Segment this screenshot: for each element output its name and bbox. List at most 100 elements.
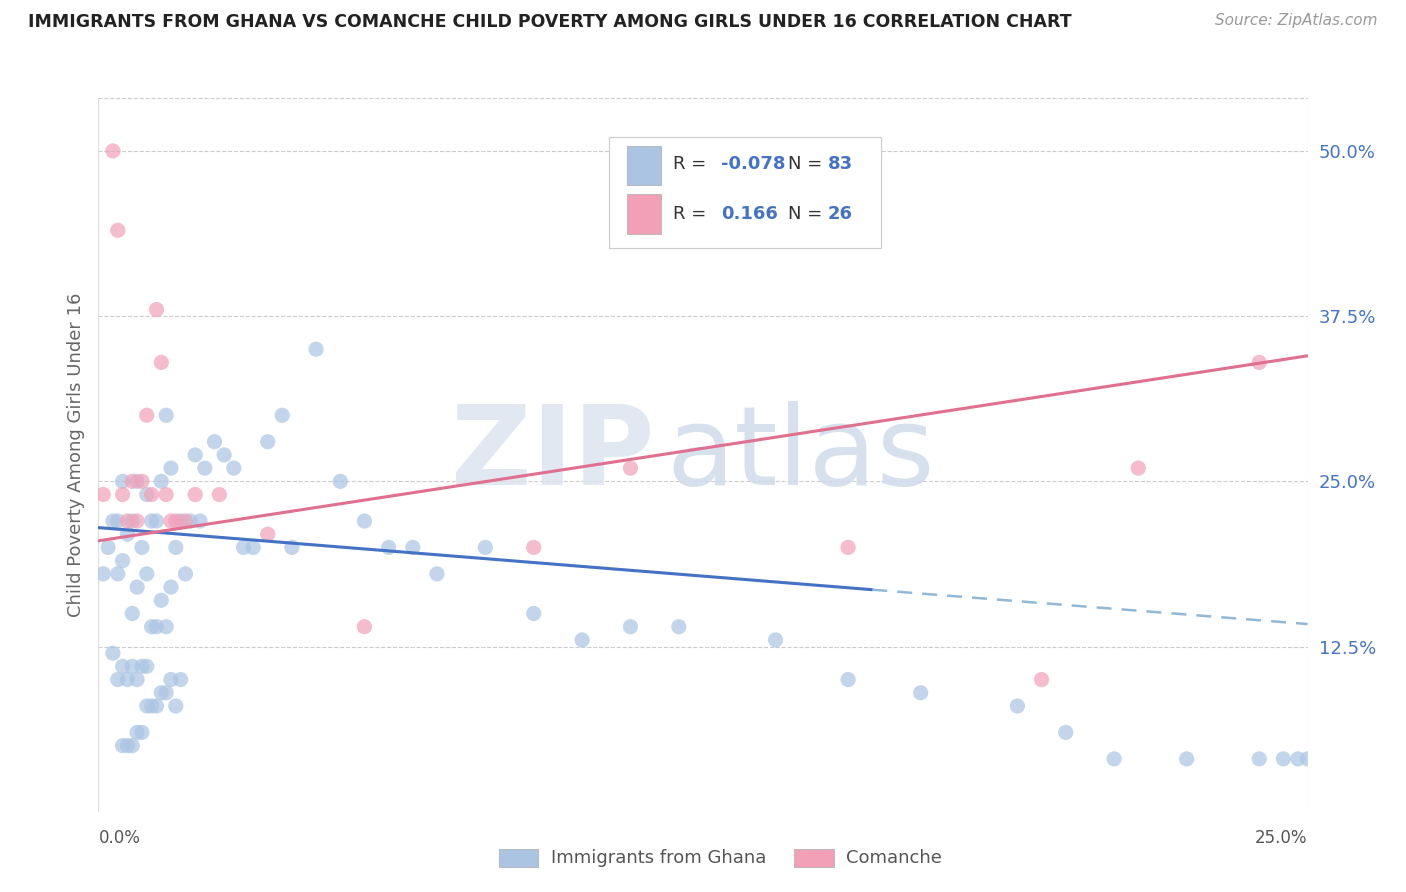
Point: [160, 461, 183, 475]
Point: [169, 673, 191, 687]
Point: [353, 620, 375, 634]
Point: [474, 541, 496, 555]
Point: [184, 448, 207, 462]
Point: [131, 659, 153, 673]
FancyBboxPatch shape: [609, 137, 880, 248]
Point: [91, 566, 114, 581]
Point: [155, 487, 177, 501]
Point: [837, 541, 859, 555]
Point: [150, 686, 173, 700]
Point: [131, 475, 153, 489]
Text: N =: N =: [787, 205, 828, 223]
Point: [121, 659, 143, 673]
Point: [256, 527, 278, 541]
Point: [174, 514, 197, 528]
Point: [426, 566, 449, 581]
Point: [117, 673, 139, 687]
Text: R =: R =: [672, 155, 711, 173]
Point: [837, 673, 859, 687]
Point: [141, 487, 163, 501]
Point: [127, 475, 149, 489]
Point: [165, 514, 187, 528]
Point: [150, 355, 173, 369]
Point: [305, 342, 328, 356]
Bar: [627, 146, 661, 186]
Point: [523, 541, 546, 555]
Point: [571, 632, 593, 647]
Point: [127, 514, 149, 528]
Point: [127, 673, 149, 687]
Point: [107, 566, 129, 581]
Point: [160, 673, 183, 687]
Point: [184, 487, 207, 501]
Point: [117, 739, 139, 753]
Point: [329, 475, 352, 489]
Point: [145, 302, 167, 317]
Point: [160, 580, 183, 594]
Point: [141, 514, 163, 528]
Point: [1054, 725, 1077, 739]
Point: [242, 541, 264, 555]
Point: [174, 566, 197, 581]
Text: -0.078: -0.078: [721, 155, 786, 173]
Text: IMMIGRANTS FROM GHANA VS COMANCHE CHILD POVERTY AMONG GIRLS UNDER 16 CORRELATION: IMMIGRANTS FROM GHANA VS COMANCHE CHILD …: [28, 13, 1071, 31]
Point: [131, 725, 153, 739]
Point: [111, 739, 134, 753]
Point: [179, 514, 201, 528]
Point: [1031, 673, 1053, 687]
Point: [111, 475, 134, 489]
Text: R =: R =: [672, 205, 711, 223]
Point: [160, 514, 183, 528]
Point: [1272, 752, 1295, 766]
Point: [107, 673, 129, 687]
Point: [619, 461, 641, 475]
Point: [97, 541, 120, 555]
Text: atlas: atlas: [666, 401, 935, 508]
Point: [121, 607, 143, 621]
Point: [121, 475, 143, 489]
Text: 0.166: 0.166: [721, 205, 778, 223]
Point: [377, 541, 399, 555]
Point: [145, 514, 167, 528]
Text: Immigrants from Ghana: Immigrants from Ghana: [551, 849, 766, 867]
Point: [212, 448, 235, 462]
Point: [165, 541, 187, 555]
Point: [1296, 752, 1319, 766]
Point: [117, 514, 139, 528]
Text: N =: N =: [787, 155, 828, 173]
Point: [668, 620, 690, 634]
Point: [121, 739, 143, 753]
Text: Source: ZipAtlas.com: Source: ZipAtlas.com: [1215, 13, 1378, 29]
Point: [1007, 698, 1029, 713]
Point: [222, 461, 245, 475]
Point: [101, 514, 124, 528]
Point: [145, 620, 167, 634]
Point: [1249, 752, 1271, 766]
Bar: [627, 194, 661, 234]
Point: [1286, 752, 1309, 766]
Point: [155, 686, 177, 700]
Point: [135, 566, 157, 581]
Point: [135, 487, 157, 501]
Point: [107, 514, 129, 528]
Point: [150, 593, 173, 607]
Point: [117, 527, 139, 541]
Point: [402, 541, 425, 555]
Text: 0.0%: 0.0%: [98, 829, 141, 847]
Point: [101, 646, 124, 660]
Point: [353, 514, 375, 528]
Point: [281, 541, 304, 555]
Point: [194, 461, 217, 475]
Text: ZIP: ZIP: [451, 401, 655, 508]
Point: [141, 620, 163, 634]
Point: [1249, 355, 1271, 369]
Point: [127, 725, 149, 739]
Point: [1102, 752, 1125, 766]
Point: [155, 409, 177, 423]
Text: Comanche: Comanche: [846, 849, 942, 867]
Text: 25.0%: 25.0%: [1256, 829, 1308, 847]
Text: 83: 83: [828, 155, 852, 173]
Point: [619, 620, 641, 634]
Point: [271, 409, 294, 423]
Point: [150, 475, 173, 489]
